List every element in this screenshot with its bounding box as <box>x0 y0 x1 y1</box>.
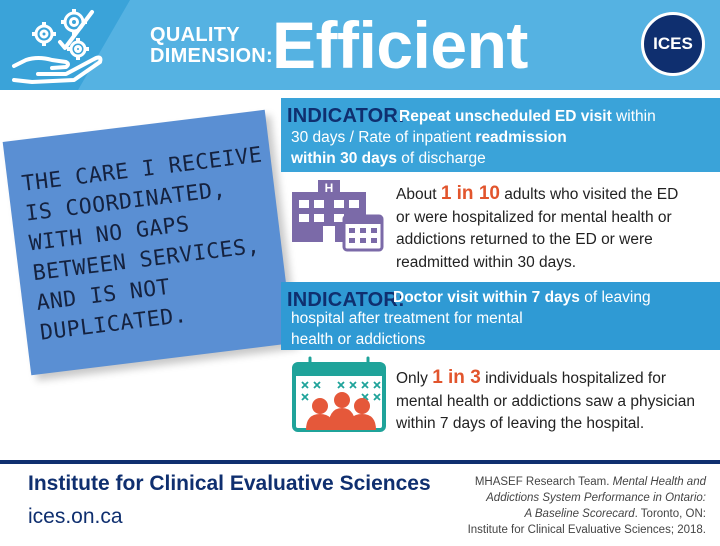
institute-name: Institute for Clinical Evaluative Scienc… <box>28 472 431 495</box>
indicator-label: INDICATOR: <box>287 105 405 127</box>
page-title: Efficient <box>272 8 528 82</box>
website-link[interactable]: ices.on.ca <box>28 505 123 528</box>
highlight-stat: 1 in 3 <box>432 367 481 388</box>
finding-1: About 1 in 10 adults who visited the ED … <box>396 183 679 271</box>
citation: MHASEF Research Team. Mental Health and … <box>467 476 706 536</box>
hand-gears-icon <box>12 9 103 84</box>
footer-divider <box>0 460 720 464</box>
highlight-stat: 1 in 10 <box>440 183 500 204</box>
svg-text:H: H <box>325 181 334 195</box>
header-banner: QUALITY DIMENSION: Efficient ICES <box>0 0 720 90</box>
quality-dimension-label: QUALITY DIMENSION: <box>150 24 273 67</box>
indicator-text: Repeat unscheduled ED visit within 30 da… <box>291 108 656 167</box>
calendar-people-icon <box>292 356 386 432</box>
sticky-note-text: THE CARE I RECEIVE IS COORDINATED, WITH … <box>20 142 264 346</box>
finding-2: Only 1 in 3 individuals hospitalized for… <box>396 367 695 432</box>
sticky-note: THE CARE I RECEIVE IS COORDINATED, WITH … <box>2 109 294 376</box>
ices-logo: ICES <box>641 12 705 76</box>
indicator-label: INDICATOR: <box>287 289 405 311</box>
hospital-calendar-icon: H <box>292 180 384 252</box>
indicator-text: Doctor visit within 7 days of leaving ho… <box>291 289 651 348</box>
indicator-bar-2: INDICATOR: Doctor visit within 7 days of… <box>281 282 720 350</box>
indicator-bar-1: INDICATOR: Repeat unscheduled ED visit w… <box>281 98 720 172</box>
